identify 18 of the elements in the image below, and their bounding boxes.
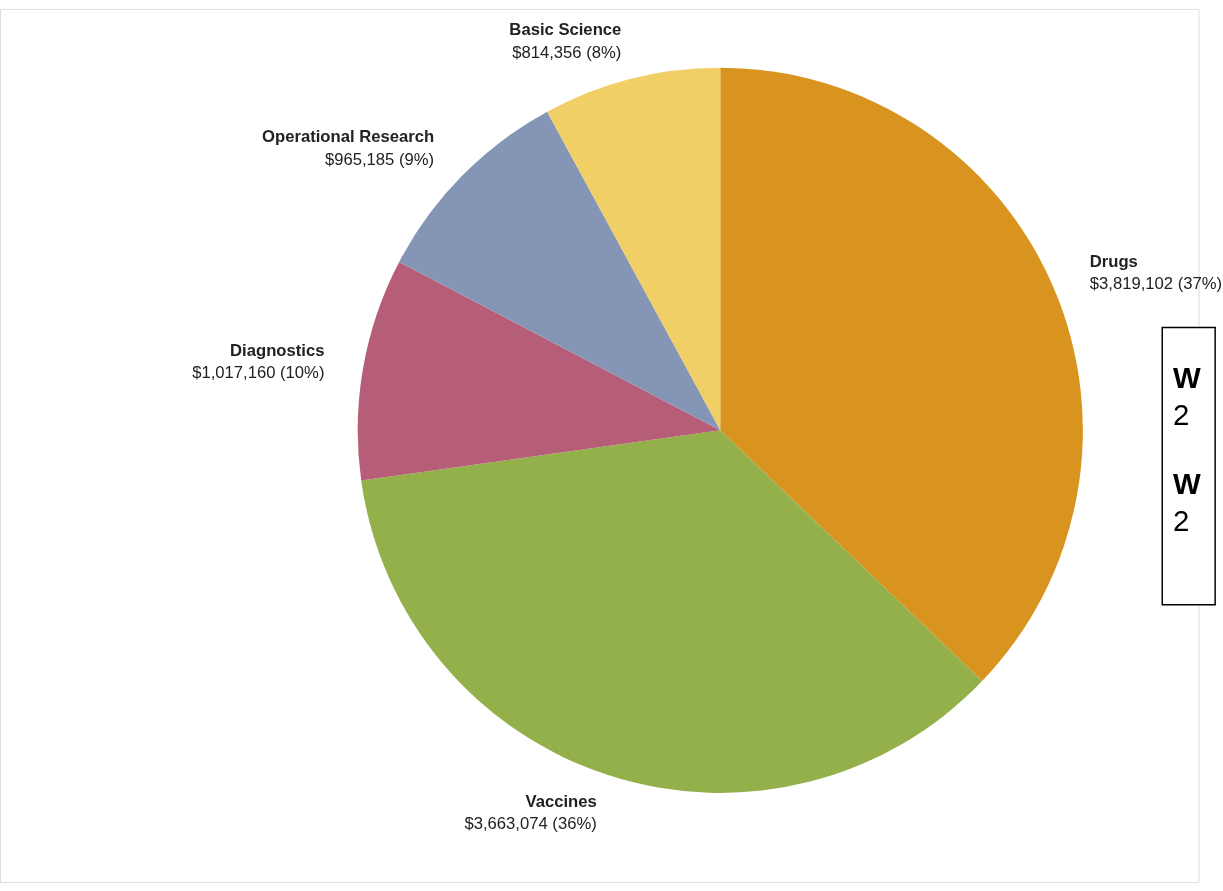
data-label: $3,819,102 (37%) [1089, 274, 1223, 294]
pie-slice [357, 261, 721, 481]
text: 2 [1173, 398, 1190, 432]
slice-label: Basic Science [509, 20, 622, 40]
slice-label: Vaccines [525, 791, 597, 811]
data-label: $965,185 (9%) [324, 149, 435, 169]
slice-label: Drugs [1089, 251, 1138, 271]
data-label: $814,356 (8%) [512, 42, 622, 62]
pie-slice [361, 430, 983, 793]
pie-slice [720, 67, 1083, 682]
data-label: $1,017,160 (10%) [192, 363, 325, 383]
text: 2 [1173, 504, 1190, 538]
slice-label: Operational Research [262, 127, 435, 147]
text: W [1173, 361, 1202, 395]
pie-slice [547, 67, 721, 431]
text: W [1173, 467, 1202, 501]
slice-label: Diagnostics [230, 340, 325, 360]
data-label: $3,663,074 (36%) [464, 814, 597, 834]
